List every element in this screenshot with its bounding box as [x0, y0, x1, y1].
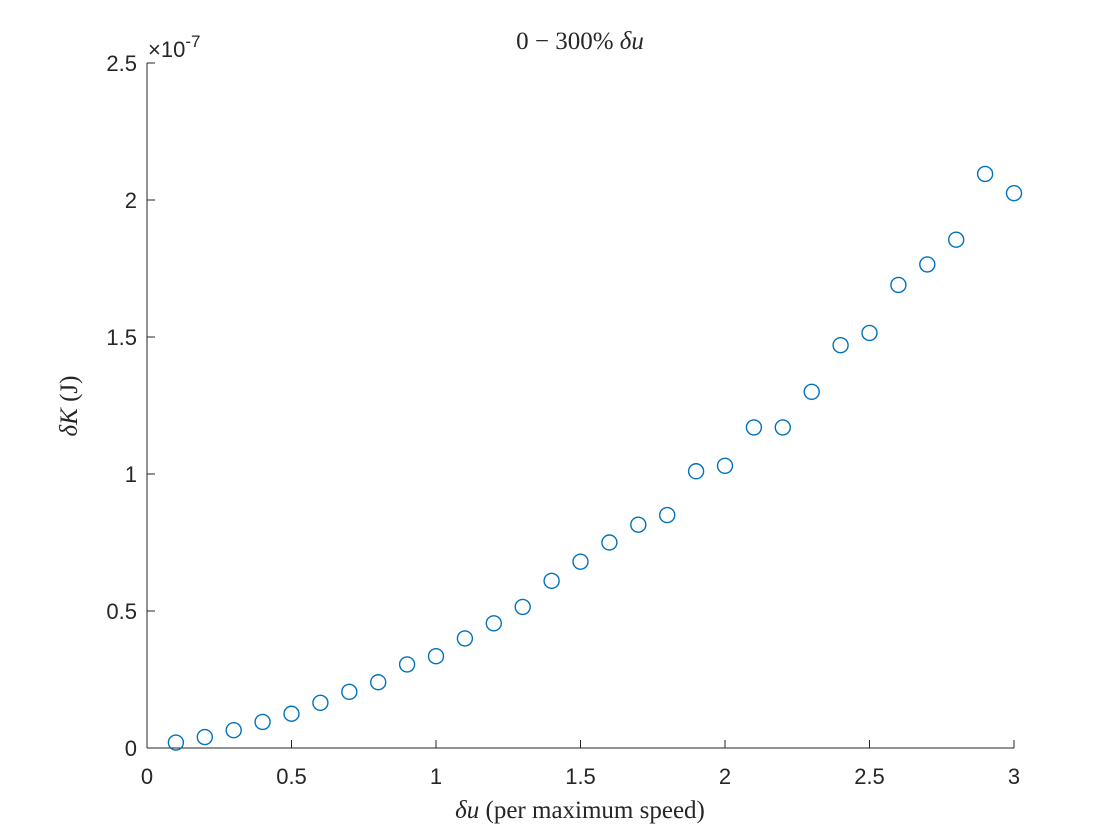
data-point — [370, 674, 387, 691]
data-point — [745, 419, 763, 436]
y-tick-label: 2.5 — [106, 51, 137, 76]
data-point — [341, 683, 358, 701]
y-tick-label: 1.5 — [106, 325, 137, 350]
data-point — [774, 419, 791, 436]
data-point — [1005, 184, 1023, 202]
data-point — [167, 734, 185, 751]
data-point — [485, 615, 502, 632]
y-tick-label: 2 — [125, 188, 137, 213]
y-axis-ticks: 0 0.5 1 1.5 2 2.5 — [106, 51, 155, 761]
data-point — [803, 383, 820, 400]
y-exponent-base: ×10 — [148, 37, 185, 62]
data-point — [312, 694, 329, 711]
x-tick-label: 2 — [719, 764, 731, 789]
y-tick-label: 0 — [125, 736, 137, 761]
data-point — [890, 276, 907, 294]
y-axis-exponent: ×10-7 — [148, 32, 200, 62]
data-point — [543, 572, 560, 590]
chart-title-variable: δu — [620, 28, 644, 55]
y-axis-label: δK (J) — [56, 376, 83, 437]
chart-title-prefix: 0 − 300% — [516, 28, 620, 55]
x-tick-label: 0.5 — [276, 764, 307, 789]
y-exponent-power: -7 — [185, 32, 200, 51]
data-point — [630, 516, 647, 533]
x-tick-label: 0 — [141, 764, 153, 789]
x-axis-label: δu (per maximum speed) — [455, 797, 705, 824]
data-points — [167, 165, 1023, 751]
data-point — [948, 231, 965, 248]
chart-title: 0 − 300% δu — [516, 28, 644, 55]
x-axis-label-variable: δu — [455, 797, 479, 824]
svg-text:×10-7: ×10-7 — [148, 32, 200, 62]
x-tick-label: 3 — [1008, 764, 1020, 789]
data-point — [514, 598, 531, 616]
x-axis-label-rest: (per maximum speed) — [479, 797, 705, 824]
x-tick-label: 2.5 — [854, 764, 885, 789]
x-tick-label: 1.5 — [565, 764, 596, 789]
data-point — [976, 165, 994, 183]
data-point — [225, 721, 242, 739]
y-tick-label: 0.5 — [106, 599, 137, 624]
axes — [146, 63, 1014, 749]
data-point — [919, 256, 936, 273]
data-point — [572, 553, 589, 570]
data-point — [398, 656, 416, 673]
y-axis-label-variable: δK — [56, 407, 83, 437]
data-point — [283, 705, 300, 722]
x-tick-label: 1 — [430, 764, 442, 789]
x-axis-ticks: 0 0.5 1 1.5 2 2.5 3 — [141, 740, 1020, 789]
data-point — [601, 534, 618, 551]
data-point — [716, 457, 734, 474]
data-point — [196, 728, 214, 746]
data-point — [659, 506, 676, 524]
data-point — [456, 630, 474, 647]
data-point — [687, 463, 705, 480]
data-point — [832, 337, 849, 354]
data-point — [427, 648, 445, 665]
y-axis-label-rest: (J) — [56, 376, 83, 409]
data-point — [254, 713, 271, 731]
y-tick-label: 1 — [125, 462, 137, 487]
data-point — [861, 324, 878, 342]
